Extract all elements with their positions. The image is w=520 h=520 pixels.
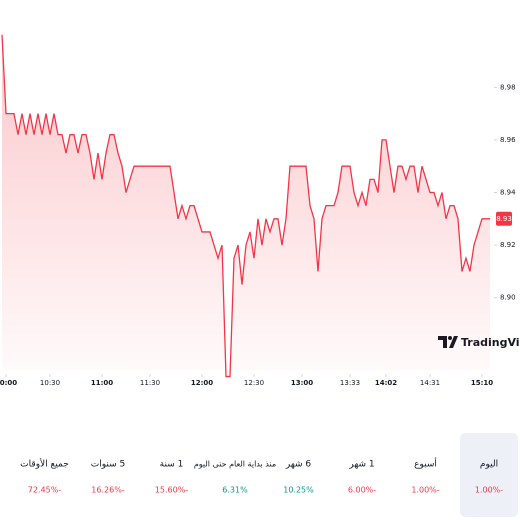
period-tab[interactable]: 5 سنوات 16.26%- bbox=[91, 460, 125, 495]
tab-change: 6.31% bbox=[222, 486, 248, 495]
tab-change: 16.26%- bbox=[91, 486, 125, 495]
x-tick-label: 11:00 bbox=[91, 379, 113, 387]
x-tick-label: 15:10 bbox=[471, 379, 493, 387]
tab-label: أسبوع bbox=[414, 458, 437, 470]
x-tick-label: 14:31 bbox=[420, 379, 440, 387]
price-line bbox=[1, 34, 490, 378]
last-price-box bbox=[496, 211, 512, 226]
y-tick-label: 8.96 bbox=[500, 136, 516, 144]
x-tick-label: 13:00 bbox=[291, 379, 313, 387]
x-tick-label: 14:02 bbox=[375, 379, 397, 387]
tab-change: 6.00%- bbox=[348, 486, 376, 495]
tab-label: 1 سنة bbox=[160, 460, 184, 470]
y-tick-label: 8.98 bbox=[500, 83, 516, 91]
x-tick-label: 12:30 bbox=[244, 379, 264, 387]
tab-label: جميع الأوقات bbox=[20, 458, 69, 470]
period-tab[interactable]: 1 شهر 6.00%- bbox=[348, 460, 376, 495]
period-tab[interactable]: منذ بداية العام حتى اليوم 6.31% bbox=[194, 460, 276, 495]
tab-label: 1 شهر bbox=[348, 460, 374, 470]
y-tick-label: 8.90 bbox=[500, 294, 516, 302]
tab-change: 1.00%- bbox=[475, 486, 503, 495]
period-tab[interactable]: اليوم 1.00%- bbox=[460, 433, 518, 517]
tab-change: 15.60%- bbox=[155, 486, 189, 495]
last-price-label: 8.93 bbox=[496, 215, 512, 223]
tab-label: اليوم bbox=[480, 460, 498, 470]
x-tick-label: 12:00 bbox=[191, 379, 213, 387]
y-tick-label: 8.94 bbox=[500, 189, 516, 197]
tab-change: 10.25% bbox=[283, 486, 314, 495]
x-tick-label: 13:33 bbox=[340, 379, 360, 387]
y-tick-label: 8.92 bbox=[500, 241, 516, 249]
tab-change: 1.00%- bbox=[411, 486, 439, 495]
tab-highlight bbox=[460, 433, 518, 517]
tab-change: 72.45%- bbox=[28, 486, 62, 495]
period-tab[interactable]: 1 سنة 15.60%- bbox=[155, 460, 189, 495]
x-tick-label: 10:30 bbox=[40, 379, 60, 387]
period-tab[interactable]: جميع الأوقات 72.45%- bbox=[20, 458, 69, 495]
area-fill bbox=[2, 34, 490, 377]
period-tab[interactable]: أسبوع 1.00%- bbox=[411, 458, 439, 495]
x-tick-label: 11:30 bbox=[140, 379, 160, 387]
tab-label: 6 شهر bbox=[285, 460, 312, 470]
x-tick-label: 10:00 bbox=[0, 379, 17, 387]
tab-label: منذ بداية العام حتى اليوم bbox=[194, 460, 276, 469]
tab-label: 5 سنوات bbox=[91, 460, 125, 470]
period-tab[interactable]: 6 شهر 10.25% bbox=[283, 460, 314, 495]
